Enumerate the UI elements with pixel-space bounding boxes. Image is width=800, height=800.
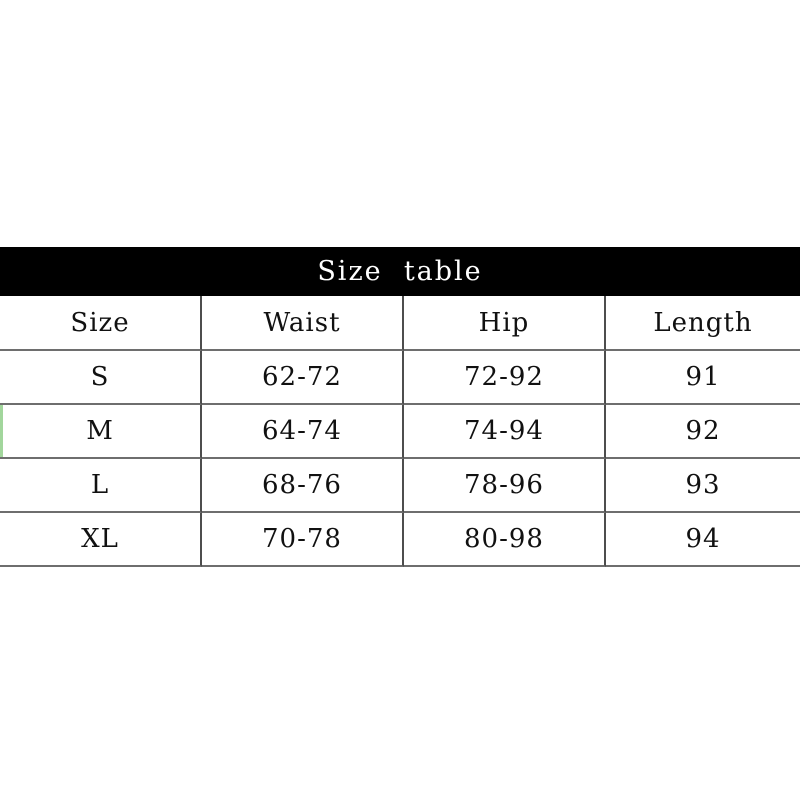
cell-length: 92 — [606, 405, 800, 459]
column-header-length: Length — [606, 296, 800, 351]
table-row-l: L 68-76 78-96 93 — [0, 459, 800, 513]
size-table-title-bar: Size table — [0, 247, 800, 296]
column-header-waist: Waist — [202, 296, 404, 351]
cell-size: M — [0, 405, 202, 459]
cell-hip: 78-96 — [404, 459, 606, 513]
cell-hip: 74-94 — [404, 405, 606, 459]
cell-length: 93 — [606, 459, 800, 513]
cell-size: S — [0, 351, 202, 405]
size-chart: Size table Size Waist Hip Length S 62-72… — [0, 247, 800, 567]
cell-waist: 62-72 — [202, 351, 404, 405]
table-header-row: Size Waist Hip Length — [0, 296, 800, 351]
cell-waist: 70-78 — [202, 513, 404, 567]
cell-length: 91 — [606, 351, 800, 405]
column-header-size: Size — [0, 296, 202, 351]
cell-length: 94 — [606, 513, 800, 567]
size-table-title: Size table — [317, 256, 483, 287]
table-row-s: S 62-72 72-92 91 — [0, 351, 800, 405]
cell-waist: 64-74 — [202, 405, 404, 459]
row-highlight-strip — [0, 405, 3, 457]
cell-hip: 80-98 — [404, 513, 606, 567]
cell-waist: 68-76 — [202, 459, 404, 513]
column-header-hip: Hip — [404, 296, 606, 351]
cell-hip: 72-92 — [404, 351, 606, 405]
table-row-m: M 64-74 74-94 92 — [0, 405, 800, 459]
cell-size: L — [0, 459, 202, 513]
cell-size: XL — [0, 513, 202, 567]
table-row-xl: XL 70-78 80-98 94 — [0, 513, 800, 567]
